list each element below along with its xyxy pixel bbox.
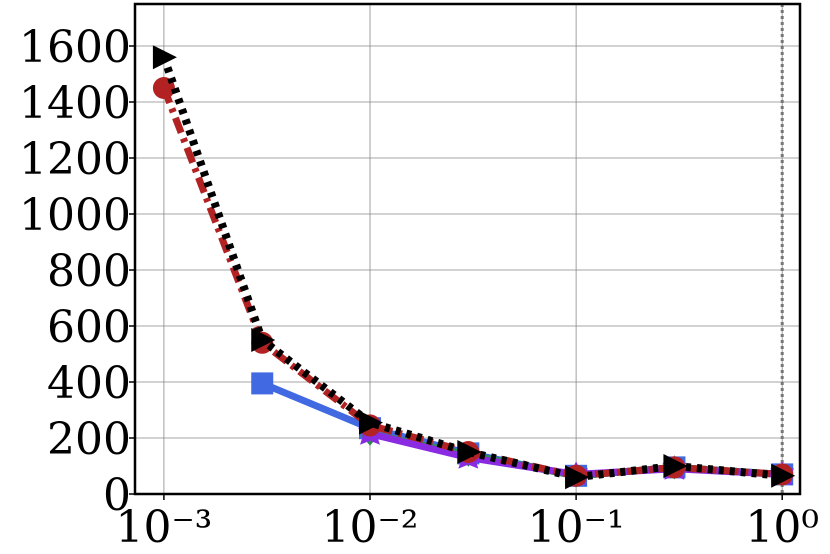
marker [457, 440, 482, 464]
series [152, 45, 796, 490]
y-tick-label: 800 [47, 246, 131, 297]
marker [359, 410, 384, 435]
marker [251, 328, 276, 352]
y-tick-label: 600 [47, 302, 131, 353]
plot-frame [133, 2, 802, 496]
marker [565, 465, 590, 490]
y-tick-label: 1000 [19, 190, 131, 241]
marker [251, 372, 274, 395]
y-tick-label: 200 [47, 414, 131, 465]
x-tick-label: 10⁻² [322, 502, 419, 553]
x-tick-label: 10⁻¹ [528, 502, 625, 553]
marker [152, 45, 177, 70]
marker [771, 463, 796, 488]
y-tick-label: 1400 [19, 78, 131, 129]
series-line [160, 86, 783, 480]
y-tick-label: 1600 [19, 22, 131, 73]
marker [663, 454, 688, 478]
y-tick-label: 400 [47, 358, 131, 409]
y-tick-label: 0 [103, 470, 131, 521]
x-tick-label: 10⁰ [745, 502, 819, 553]
y-tick-label: 1200 [19, 134, 131, 185]
x-tick-label: 10⁻³ [115, 502, 212, 553]
series-line [160, 55, 783, 482]
series [152, 77, 794, 487]
